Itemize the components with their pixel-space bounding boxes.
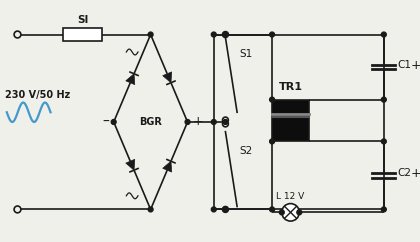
Text: BGR: BGR [139, 117, 162, 127]
Text: C1: C1 [397, 60, 412, 70]
Polygon shape [163, 161, 172, 172]
Text: S2: S2 [239, 146, 252, 156]
Circle shape [270, 97, 275, 102]
Circle shape [381, 32, 386, 37]
Circle shape [14, 31, 21, 38]
Circle shape [223, 206, 228, 212]
Circle shape [282, 204, 299, 221]
Circle shape [185, 120, 190, 124]
Bar [63, 28, 102, 41]
Circle shape [223, 117, 228, 123]
Text: +: + [192, 115, 203, 129]
Circle shape [148, 207, 153, 212]
Circle shape [223, 120, 228, 124]
Circle shape [381, 139, 386, 144]
Circle shape [148, 32, 153, 37]
Text: –: – [102, 115, 109, 129]
Circle shape [270, 207, 275, 212]
Circle shape [111, 120, 116, 124]
Polygon shape [126, 74, 135, 85]
Text: +: + [411, 59, 420, 72]
Polygon shape [126, 159, 135, 170]
Text: SI: SI [77, 15, 88, 25]
Circle shape [211, 120, 216, 124]
Text: 230 V/50 Hz: 230 V/50 Hz [5, 90, 70, 100]
Circle shape [211, 207, 216, 212]
Text: S1: S1 [239, 49, 252, 59]
Circle shape [223, 207, 228, 212]
Polygon shape [163, 72, 172, 83]
Bar [272, 100, 309, 141]
Circle shape [211, 32, 216, 37]
Circle shape [223, 121, 228, 127]
Text: +: + [411, 167, 420, 180]
Text: C2: C2 [397, 168, 412, 178]
Circle shape [223, 32, 228, 38]
Circle shape [279, 210, 284, 215]
Circle shape [223, 32, 228, 37]
Circle shape [270, 32, 275, 37]
Circle shape [381, 207, 386, 212]
Text: TR1: TR1 [278, 82, 302, 92]
Circle shape [381, 97, 386, 102]
Circle shape [297, 210, 302, 215]
Circle shape [14, 206, 21, 213]
Text: L 12 V: L 12 V [276, 192, 304, 201]
Circle shape [270, 139, 275, 144]
